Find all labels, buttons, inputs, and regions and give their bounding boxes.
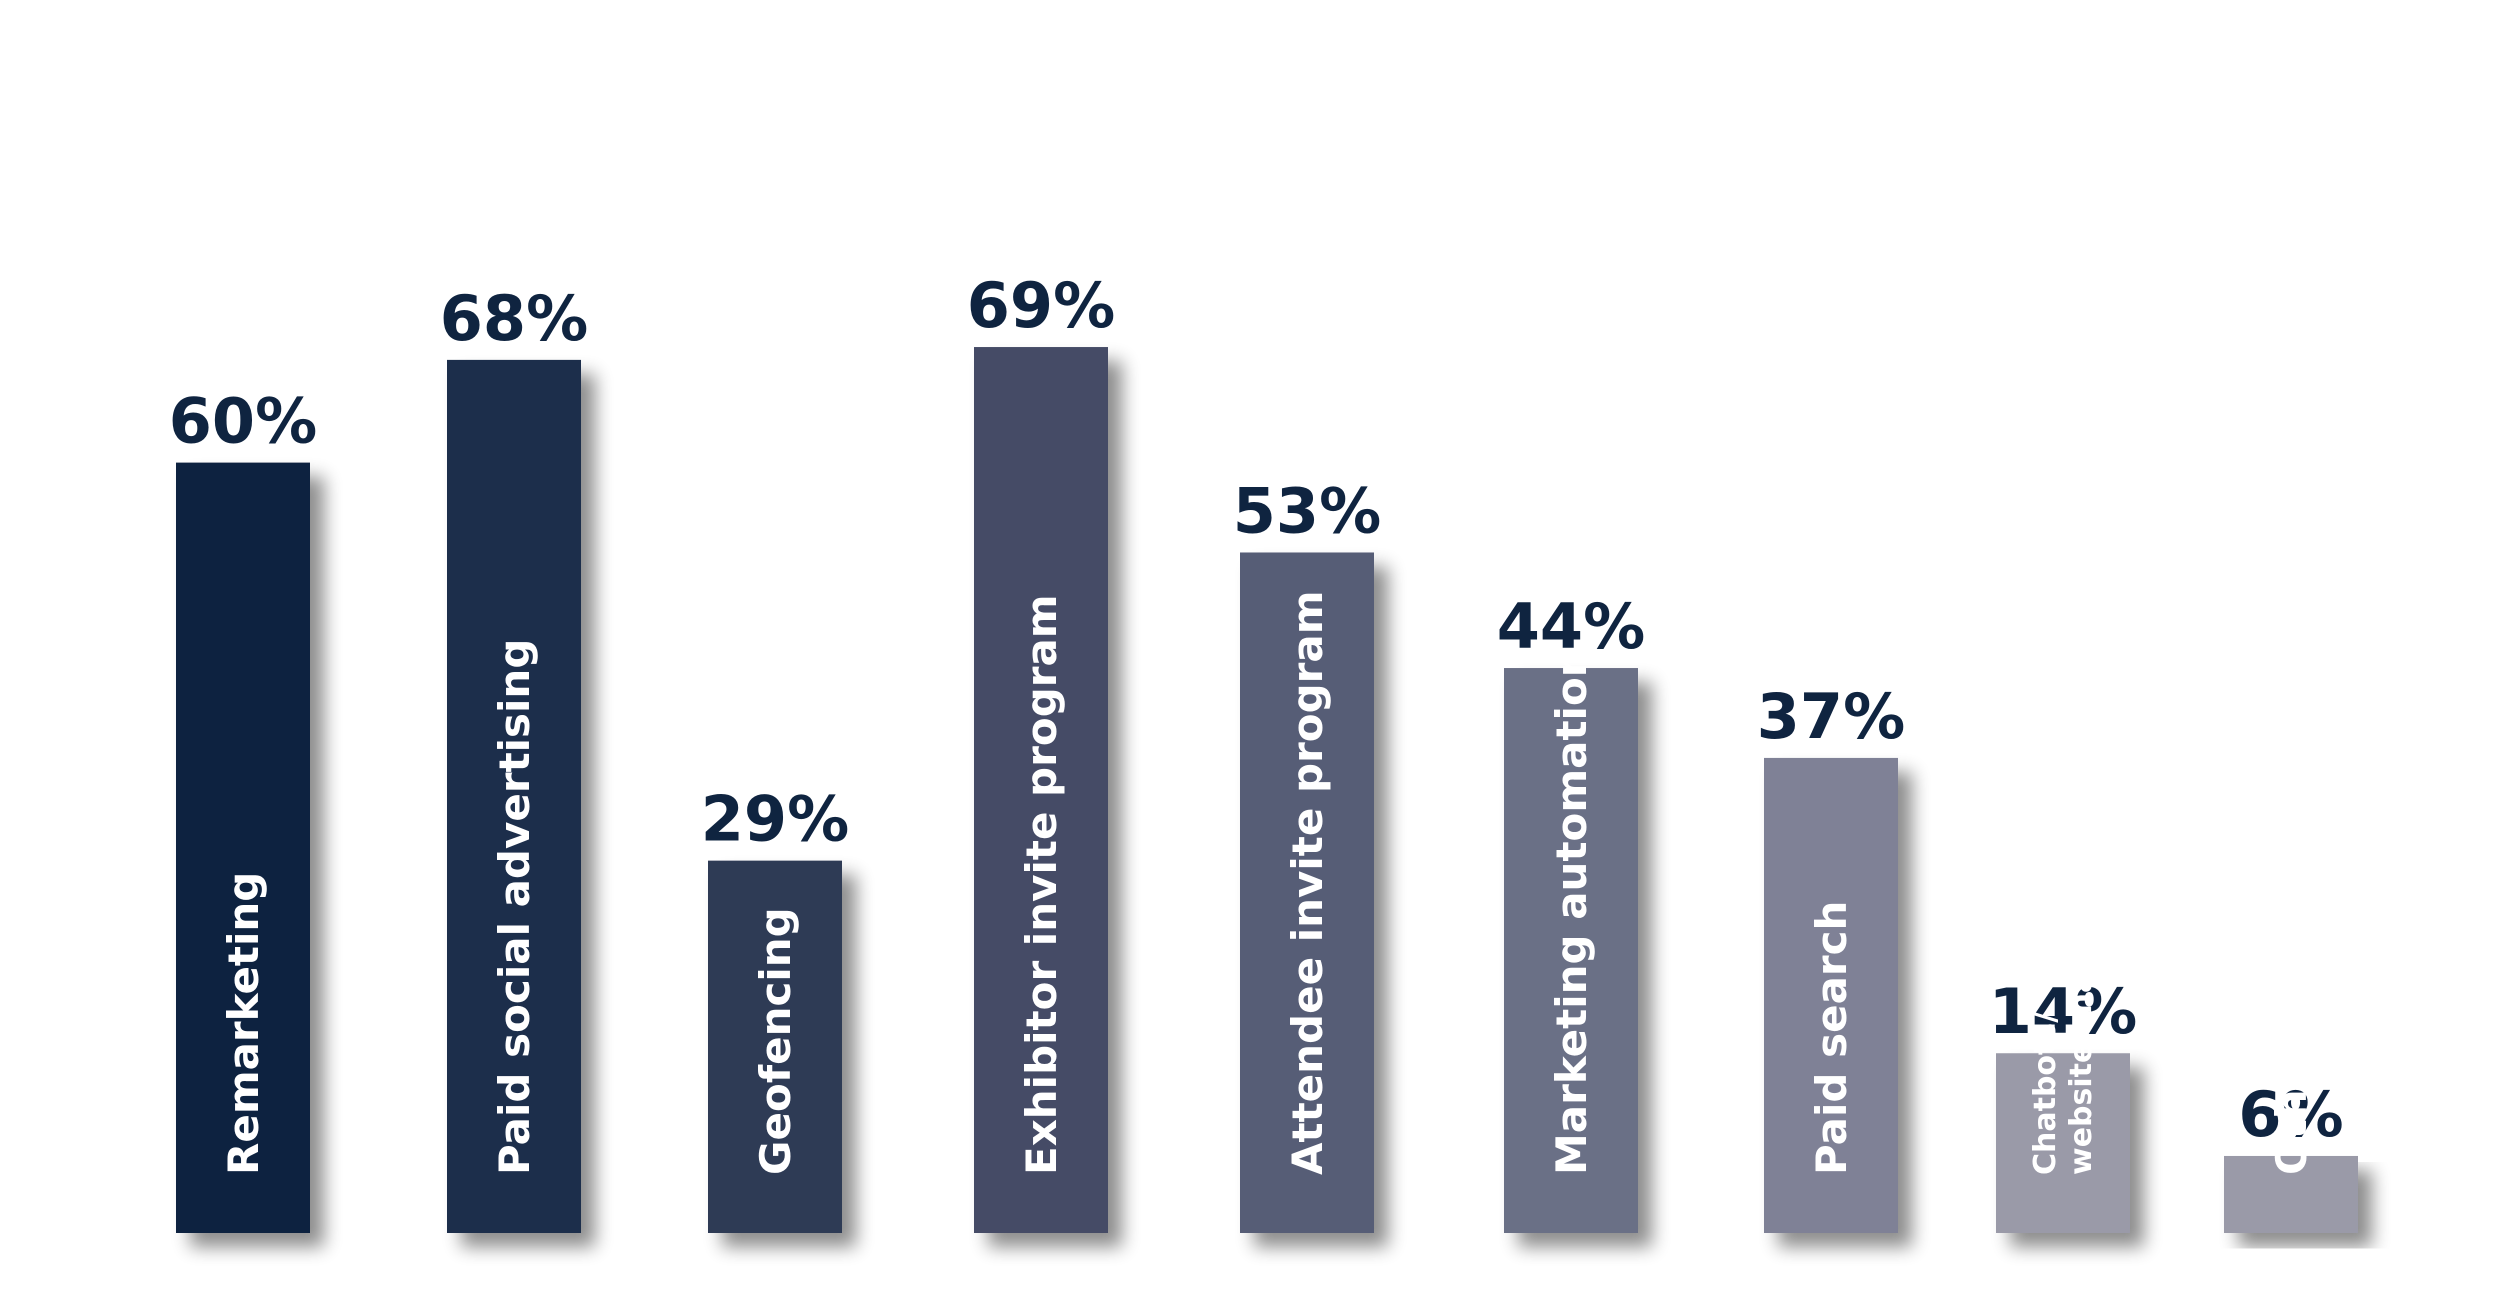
value-label-paid-social-advertising: 68% — [440, 282, 588, 355]
category-label-other: Other — [2267, 1040, 2316, 1175]
bar-geofencing — [708, 860, 842, 1233]
value-label-other: 6% — [2238, 1078, 2343, 1151]
value-label-exhibitor-invite-program: 69% — [967, 269, 1115, 342]
value-label-geofencing: 29% — [701, 783, 849, 856]
category-label-paid-social-advertising: Paid social advertising — [490, 639, 539, 1175]
value-label-remarketing: 60% — [169, 385, 317, 458]
bar-paid-search — [1764, 757, 1898, 1233]
category-label-marketing-automation: Marketing automation — [1547, 647, 1596, 1175]
bar-attendee-invite-program — [1240, 552, 1374, 1233]
bar-paid-social-advertising — [447, 359, 581, 1233]
bar-remarketing — [176, 462, 310, 1234]
bar-chatbots-website-chat — [1996, 1053, 2130, 1233]
category-label-chatbots-website-chat: Chatbots/website chat — [2028, 958, 2099, 1175]
bar-other — [2224, 1155, 2358, 1233]
value-label-chatbots-website-chat: 14% — [1989, 975, 2137, 1048]
category-label-remarketing: Remarketing — [219, 872, 268, 1175]
category-label-attendee-invite-program: Attendee invite program — [1283, 591, 1332, 1175]
value-label-attendee-invite-program: 53% — [1233, 474, 1381, 547]
bar-exhibitor-invite-program — [974, 347, 1108, 1233]
value-labels-group: 60% 68% 29% 69% 53% 44% 37% 14% 6% — [169, 269, 2344, 1151]
category-labels-group: Remarketing Paid social advertising Geofen… — [219, 591, 2316, 1175]
category-label-geofencing: Geofencing — [751, 907, 800, 1175]
value-label-marketing-automation: 44% — [1497, 590, 1645, 663]
bar-marketing-automation — [1504, 668, 1638, 1233]
category-label-paid-search: Paid search — [1807, 901, 1856, 1175]
value-label-paid-search: 37% — [1757, 680, 1905, 753]
bars-group — [176, 347, 2358, 1234]
category-label-exhibitor-invite-program: Exhibitor invite program — [1017, 594, 1066, 1175]
